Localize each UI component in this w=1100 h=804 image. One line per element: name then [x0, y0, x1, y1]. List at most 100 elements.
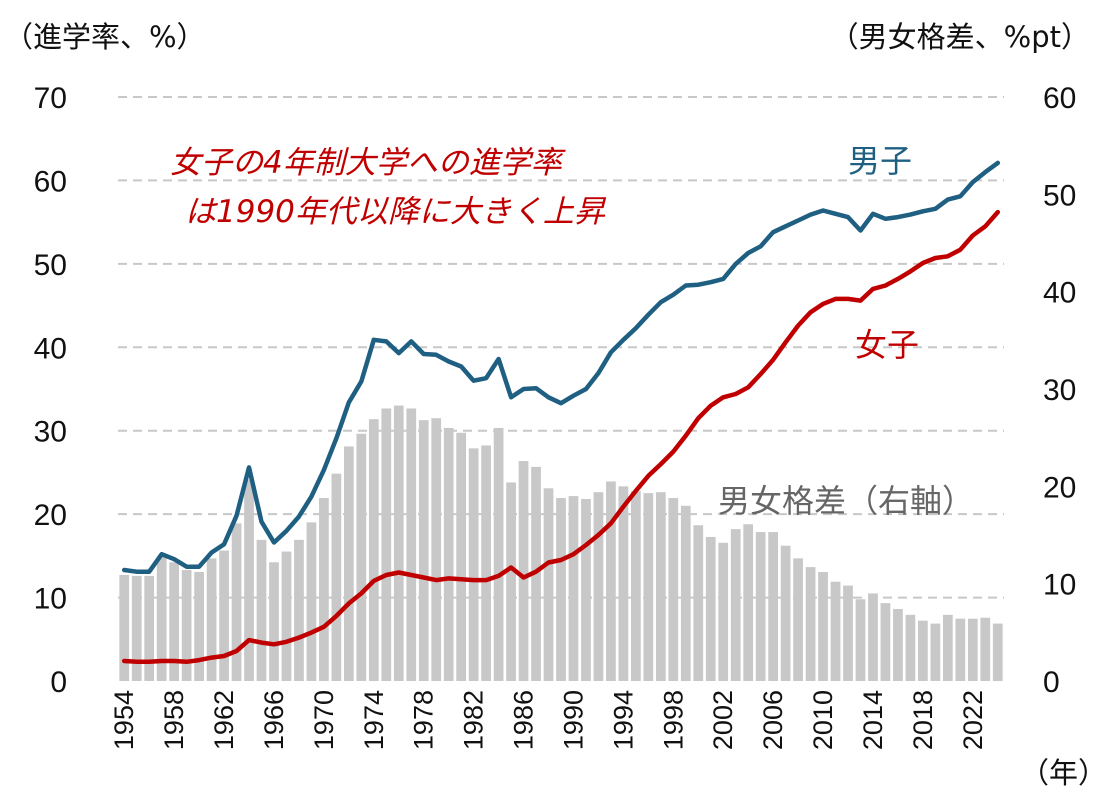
female-series-label: 女子: [855, 326, 919, 364]
x-tick-label: 1986: [509, 690, 539, 750]
gap-bar: [206, 558, 217, 681]
x-tick-label: 1994: [608, 690, 638, 750]
gap-bar: [843, 585, 853, 681]
female-rate-line: [121, 209, 1001, 665]
annotation-line-1: 女子の4年制大学への進学率: [170, 145, 566, 181]
gap-bar: [942, 614, 953, 681]
gap-bar: [119, 574, 130, 681]
gap-bar: [169, 562, 180, 681]
x-tick-label: 1970: [309, 690, 339, 750]
gap-bar: [718, 542, 729, 681]
gap-bar: [181, 570, 192, 681]
left-tick-label: 60: [34, 165, 67, 198]
gap-bar: [680, 505, 691, 681]
x-tick-label: 1958: [159, 690, 189, 750]
x-tick-label: 1998: [658, 690, 688, 750]
x-tick-label: 1966: [259, 690, 289, 750]
left-tick-label: 70: [34, 82, 67, 115]
x-tick-label: 2014: [858, 690, 888, 750]
x-tick-label: 2018: [908, 690, 938, 750]
right-axis-unit-label: （男女格差、%pt）: [830, 20, 1090, 54]
gap-bar: [281, 551, 292, 681]
gap-bar: [556, 498, 566, 681]
x-tick-label: 1982: [459, 690, 489, 750]
gap-bar: [319, 498, 329, 681]
left-tick-label: 20: [34, 499, 67, 532]
left-tick-label: 10: [34, 583, 67, 616]
right-tick-label: 40: [1043, 277, 1076, 310]
gap-bar: [269, 562, 279, 681]
gap-bar: [918, 620, 928, 681]
gap-bar: [830, 581, 841, 681]
gap-bar: [631, 491, 641, 681]
left-tick-label: 30: [34, 416, 67, 449]
gap-bar: [468, 448, 479, 681]
axis-ticks: 0 10 20 30 40 50 60 70 0 10 20 30 40 50 60 1954 1958 1962…: [34, 82, 1077, 750]
left-tick-label: 50: [34, 249, 67, 282]
gap-bar: [306, 522, 317, 681]
gap-bar: [755, 532, 766, 681]
gap-bar: [818, 571, 828, 681]
gap-bar: [506, 482, 516, 681]
x-tick-label: 1990: [558, 690, 588, 750]
gap-bar: [194, 571, 204, 681]
gap-bar: [294, 539, 304, 681]
x-tick-label: 2006: [758, 690, 788, 750]
x-tick-label: 2010: [808, 690, 838, 750]
x-tick-label: 2022: [958, 690, 988, 750]
gap-bar: [606, 481, 616, 681]
gap-bar: [967, 618, 978, 681]
gap-bar: [456, 432, 467, 681]
male-rate-line: [121, 160, 1001, 574]
gap-bar: [481, 445, 491, 681]
gap-bar: [518, 461, 529, 681]
x-tick-label: 2002: [708, 690, 738, 750]
gap-bar: [493, 427, 504, 681]
gap-bar: [231, 523, 242, 681]
right-tick-label: 50: [1043, 179, 1076, 212]
gap-bar: [743, 524, 754, 681]
right-tick-label: 10: [1043, 569, 1076, 602]
gap-bar: [568, 496, 579, 681]
gap-bar: [156, 556, 167, 681]
gap-bar: [930, 623, 941, 681]
left-tick-label: 40: [34, 332, 67, 365]
gap-bar: [219, 550, 229, 681]
x-tick-label: 1962: [209, 690, 239, 750]
gap-bar: [905, 614, 916, 681]
gap-bar: [880, 603, 891, 681]
gap-bar: [331, 473, 342, 681]
gap-bar: [356, 433, 367, 681]
gap-bars: [119, 405, 1003, 681]
gap-bar: [581, 498, 591, 681]
gap-bar: [868, 593, 878, 681]
gap-bar: [431, 418, 442, 681]
gap-bar: [805, 567, 816, 681]
gap-bar: [256, 539, 267, 681]
gap-bar: [693, 525, 704, 681]
x-tick-label: 1974: [359, 690, 389, 750]
gap-bar: [855, 599, 866, 681]
gap-bar: [643, 493, 654, 681]
gap-bar: [655, 492, 666, 681]
rate-lines: [121, 160, 1001, 665]
left-axis-unit-label: （進学率、%）: [4, 20, 206, 54]
right-tick-label: 30: [1043, 374, 1076, 407]
gap-bar: [381, 408, 392, 681]
gap-series-label: 男女格差（右軸）: [718, 482, 974, 520]
gap-bar: [543, 488, 554, 681]
right-tick-label: 20: [1043, 471, 1076, 504]
gap-bar: [368, 419, 379, 681]
left-tick-label: 0: [50, 666, 67, 699]
gap-bar: [406, 408, 417, 681]
gap-bar: [144, 575, 155, 681]
gap-bar: [343, 446, 354, 681]
gap-bar: [780, 545, 791, 681]
gap-bar: [131, 575, 142, 681]
gap-bar: [418, 420, 429, 681]
gap-bar: [730, 529, 741, 681]
right-tick-label: 0: [1043, 666, 1060, 699]
gap-bar: [443, 427, 454, 681]
right-tick-label: 60: [1043, 82, 1076, 115]
